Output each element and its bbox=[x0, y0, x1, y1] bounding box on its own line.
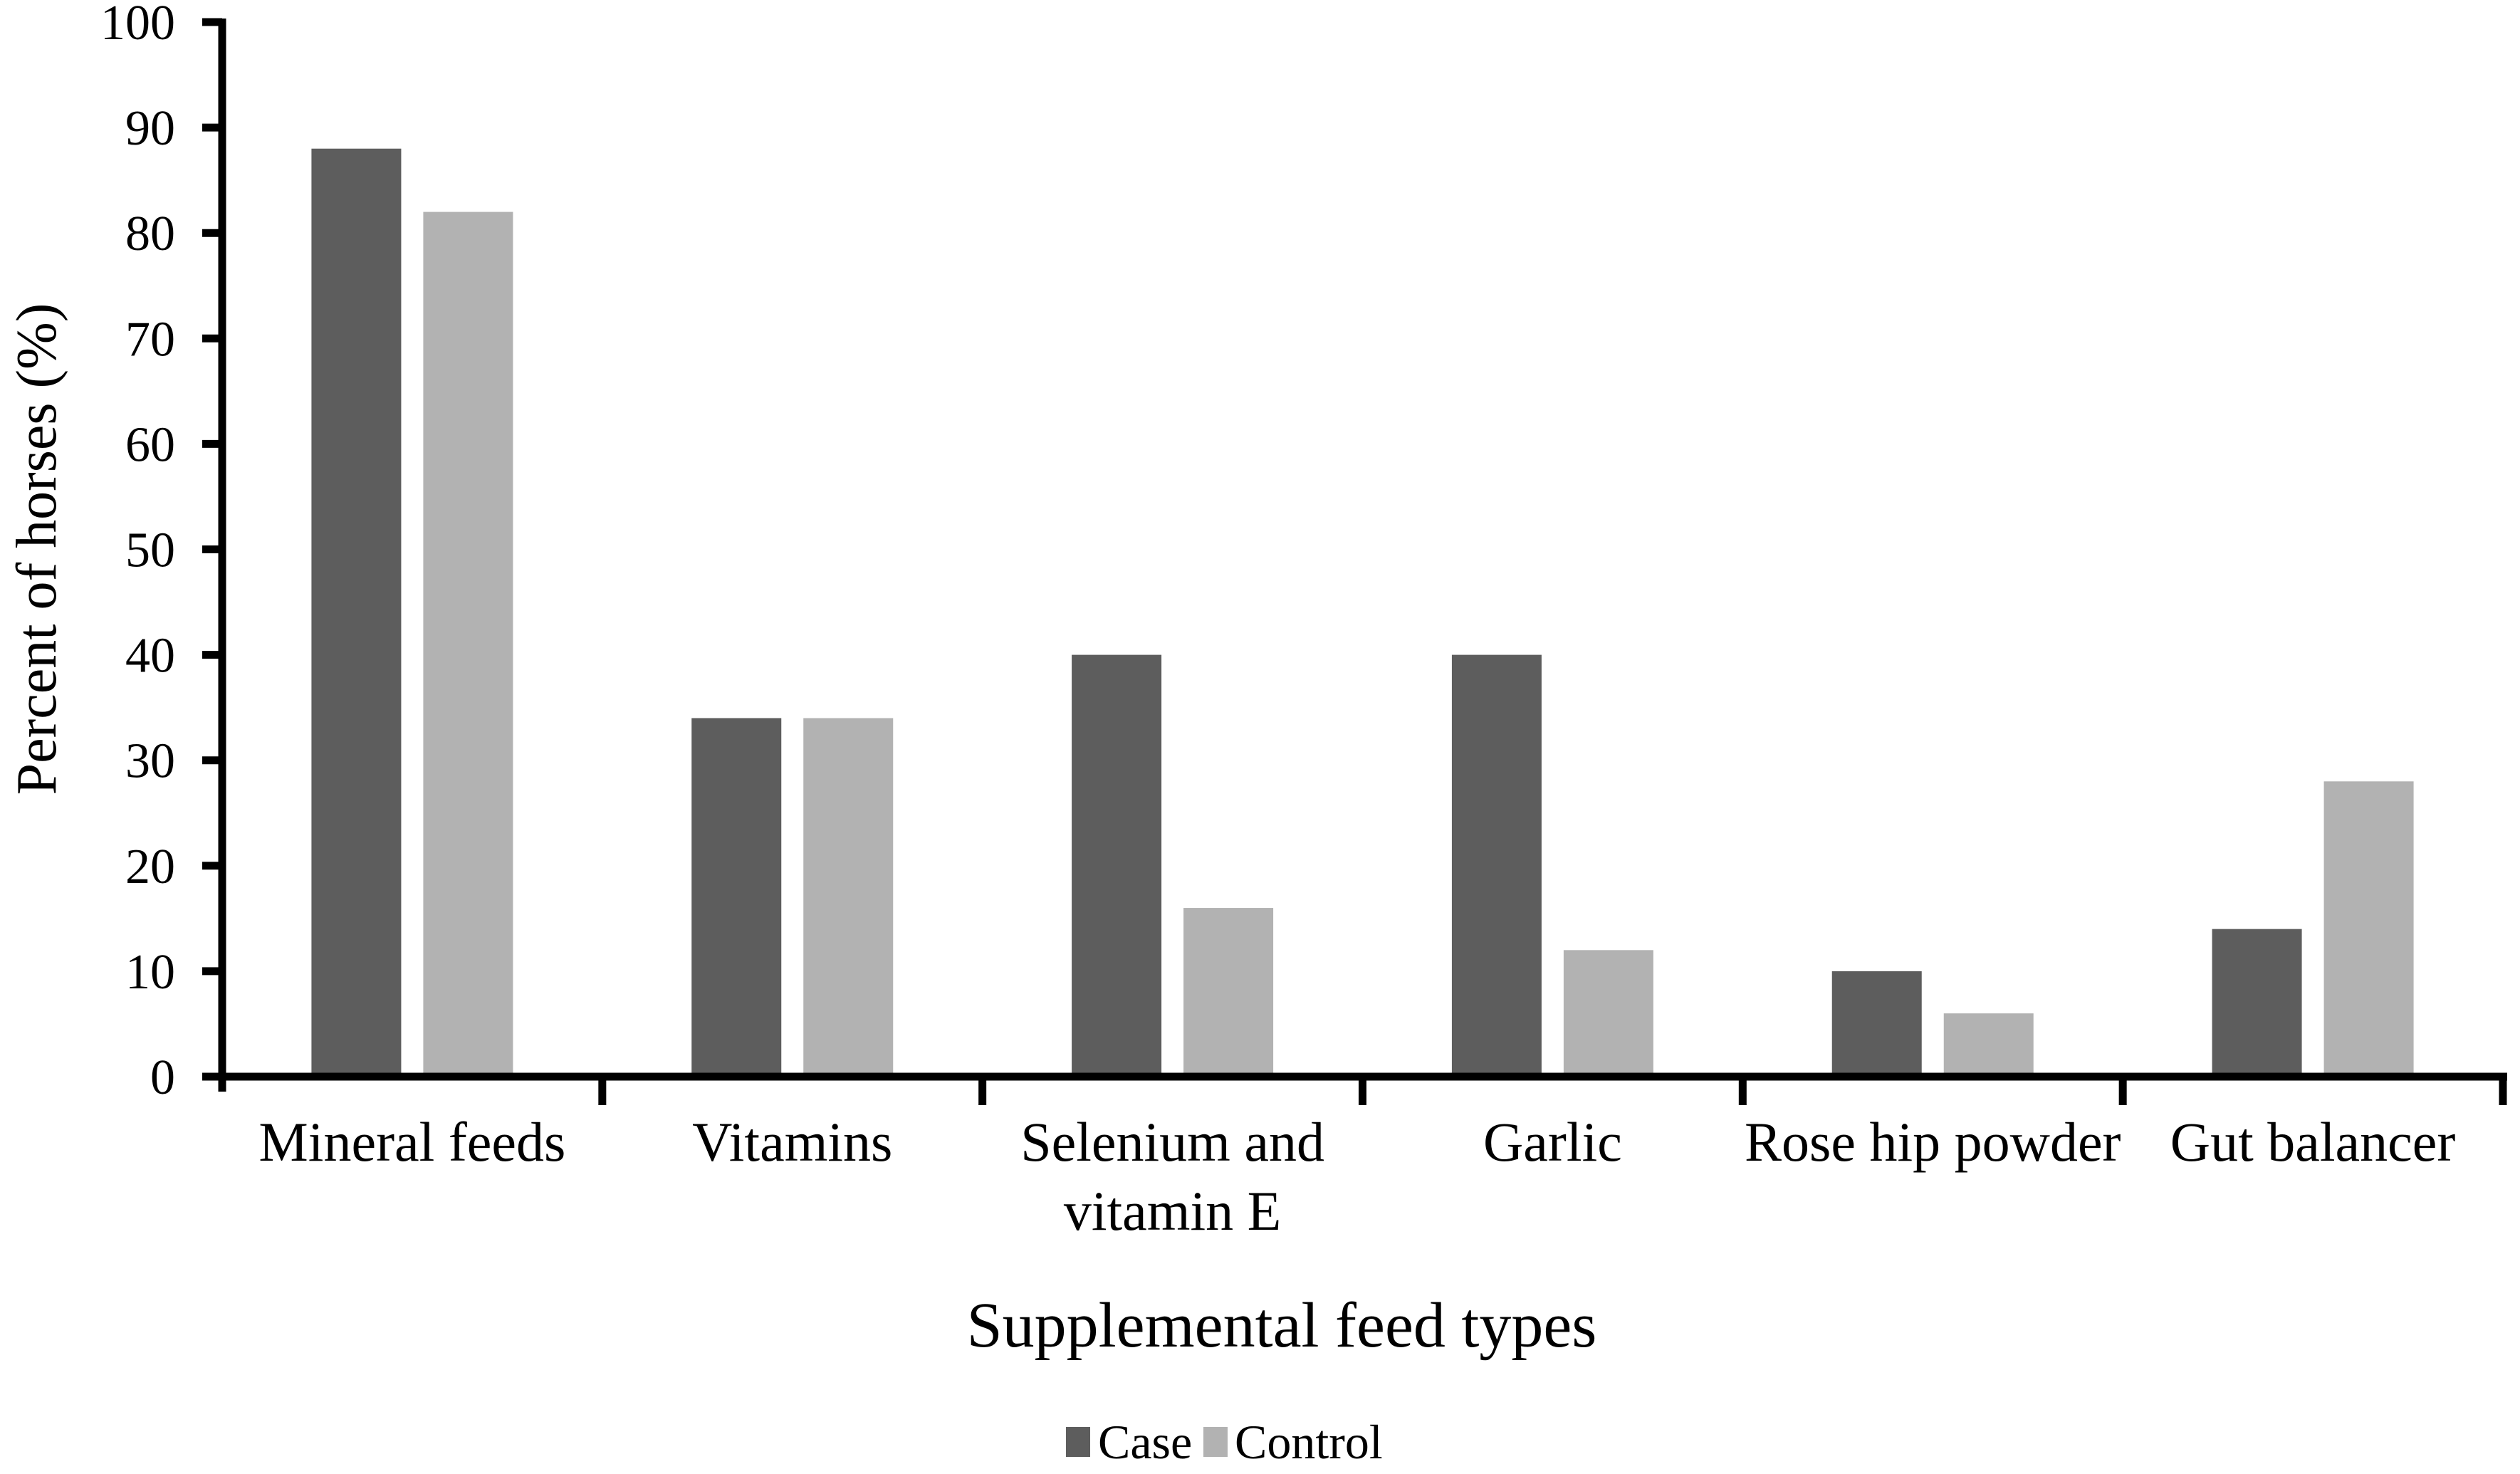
x-axis-title: Supplemental feed types bbox=[967, 1290, 1597, 1361]
y-tick-label: 50 bbox=[125, 523, 175, 578]
y-tick-label: 80 bbox=[125, 207, 175, 261]
bar-control-2 bbox=[1183, 908, 1274, 1077]
category-label: Selenium and vitamin E bbox=[1020, 1111, 1324, 1242]
y-axis-ticks: 0 10 20 30 40 50 60 70 80 90 100 bbox=[100, 0, 222, 1105]
category-label: Vitamins bbox=[692, 1111, 892, 1173]
bar-case-5 bbox=[2212, 929, 2302, 1077]
bar-control-4 bbox=[1943, 1013, 2034, 1077]
legend-case-label: Case bbox=[1098, 1415, 1192, 1469]
category-labels: Mineral feeds Vitamins Selenium and vitamin… bbox=[258, 1111, 2455, 1242]
bar-control-3 bbox=[1563, 950, 1653, 1077]
y-tick-label: 10 bbox=[125, 945, 175, 1000]
bar-control-5 bbox=[2323, 781, 2414, 1077]
y-axis-title: Percent of horses (%) bbox=[6, 303, 68, 795]
category-label: Mineral feeds bbox=[258, 1111, 565, 1173]
y-tick-label: 20 bbox=[125, 840, 175, 894]
bar-case-1 bbox=[691, 718, 782, 1077]
category-label: Garlic bbox=[1483, 1111, 1622, 1173]
y-tick-label: 90 bbox=[125, 101, 175, 156]
y-tick-label: 0 bbox=[150, 1050, 175, 1105]
bar-case-0 bbox=[311, 148, 402, 1077]
legend-control-swatch bbox=[1203, 1427, 1228, 1457]
bar-case-2 bbox=[1072, 654, 1162, 1077]
legend-case-swatch bbox=[1066, 1427, 1090, 1457]
y-tick-label: 70 bbox=[125, 312, 175, 367]
y-tick-label: 40 bbox=[125, 629, 175, 684]
category-label: Gut balancer bbox=[2170, 1111, 2456, 1173]
legend-control-label: Control bbox=[1235, 1415, 1383, 1469]
y-tick-label: 30 bbox=[125, 734, 175, 789]
bar-case-4 bbox=[1831, 971, 1922, 1077]
legend: Case Control bbox=[1066, 1415, 1383, 1469]
bar-control-1 bbox=[803, 718, 894, 1077]
y-tick-label: 100 bbox=[100, 0, 175, 51]
bar-control-0 bbox=[423, 211, 513, 1077]
bars-group bbox=[311, 148, 2414, 1077]
x-axis-ticks bbox=[218, 1077, 2507, 1105]
y-tick-label: 60 bbox=[125, 417, 175, 472]
category-label: Rose hip powder bbox=[1745, 1111, 2121, 1173]
bar-case-3 bbox=[1451, 654, 1542, 1077]
